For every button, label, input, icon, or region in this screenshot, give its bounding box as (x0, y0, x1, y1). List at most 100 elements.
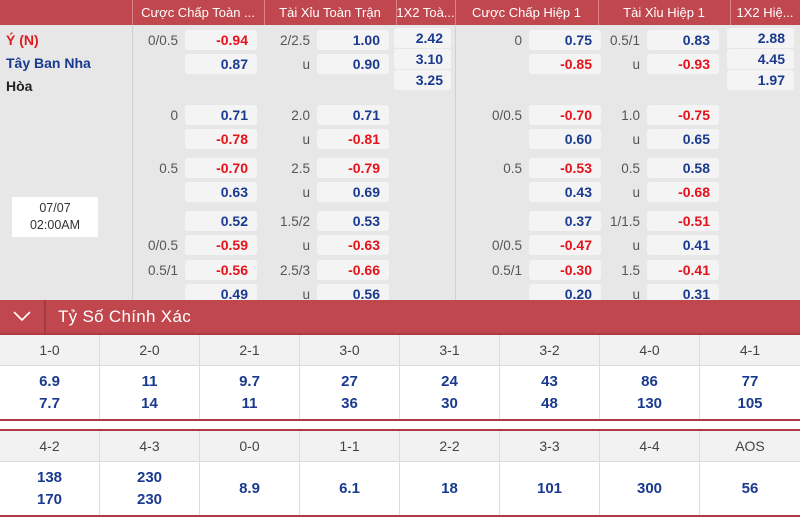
header-onextwo-full[interactable]: 1X2 Toà... (396, 0, 455, 25)
odd-under[interactable]: 0.56 (317, 284, 389, 304)
header-handicap-half[interactable]: Cược Chấp Hiệp 1 (455, 0, 598, 25)
odd-over[interactable]: -0.66 (317, 260, 389, 280)
odd-home[interactable]: 0.71 (185, 105, 257, 125)
score-odds-cell[interactable]: 8.9 (200, 462, 300, 515)
odds-home[interactable]: 27 (341, 372, 358, 390)
odd-away[interactable]: 0.87 (185, 54, 257, 74)
odd-home[interactable]: -0.70 (185, 158, 257, 178)
odd-away[interactable]: -0.85 (529, 54, 601, 74)
odd-over[interactable]: -0.79 (317, 158, 389, 178)
odd-home[interactable]: -0.70 (529, 105, 601, 125)
handicap-full-row-4: .0.52 0/0.5-0.59 (132, 209, 257, 257)
odds-home[interactable]: 77 (741, 372, 759, 390)
odd-under[interactable]: 0.41 (647, 235, 719, 255)
odds-draw[interactable]: 6.1 (339, 479, 360, 497)
header-overunder-full[interactable]: Tài Xỉu Toàn Trận (264, 0, 396, 25)
odd-over[interactable]: 0.71 (317, 105, 389, 125)
odd-over[interactable]: -0.41 (647, 260, 719, 280)
odd-under[interactable]: -0.63 (317, 235, 389, 255)
odd-under[interactable]: 0.65 (647, 129, 719, 149)
odd-under[interactable]: 0.90 (317, 54, 389, 74)
odds-home[interactable]: 9.7 (239, 372, 260, 390)
odds-home[interactable]: 43 (541, 372, 558, 390)
odds-away[interactable]: 14 (141, 394, 158, 412)
score-odds-cell[interactable]: 77 105 (700, 366, 800, 419)
score-label: 3-0 (300, 335, 400, 365)
header-handicap-full[interactable]: Cược Chấp Toàn ... (132, 0, 264, 25)
odd-under[interactable]: -0.68 (647, 182, 719, 202)
score-odds-cell[interactable]: 300 (600, 462, 700, 515)
odd-home[interactable]: 0.75 (529, 30, 601, 50)
score-odds-cell[interactable]: 56 (700, 462, 800, 515)
odds-home[interactable]: 24 (441, 372, 458, 390)
score-odds-cell[interactable]: 27 36 (300, 366, 400, 419)
odd-over[interactable]: -0.75 (647, 105, 719, 125)
score-odds-cell[interactable]: 230 230 (100, 462, 200, 515)
odds-home[interactable]: 6.9 (39, 372, 60, 390)
odds-away[interactable]: 105 (737, 394, 763, 412)
odd-away[interactable]: 0.60 (529, 129, 601, 149)
odd-1x2-home[interactable]: 2.42 (394, 28, 451, 48)
score-odds-cell[interactable]: 86 130 (600, 366, 700, 419)
odd-away[interactable]: 0.63 (185, 182, 257, 202)
odd-over[interactable]: -0.51 (647, 211, 719, 231)
odds-away[interactable]: 130 (636, 394, 663, 412)
odd-1x2-away[interactable]: 3.10 (394, 49, 451, 69)
odds-away[interactable]: 48 (541, 394, 558, 412)
odds-away[interactable]: 11 (241, 394, 258, 412)
odd-home[interactable]: -0.94 (185, 30, 257, 50)
odd-away[interactable]: -0.59 (185, 235, 257, 255)
score-odds-cell[interactable]: 24 30 (400, 366, 500, 419)
odd-home[interactable]: -0.53 (529, 158, 601, 178)
score-label-row: 4-2 4-3 0-0 1-1 2-2 3-3 4-4 AOS (0, 431, 800, 462)
odds-home[interactable]: 11 (141, 372, 158, 390)
score-odds-cell[interactable]: 138 170 (0, 462, 100, 515)
odds-aos[interactable]: 56 (741, 479, 759, 497)
odd-home[interactable]: -0.30 (529, 260, 601, 280)
odds-draw[interactable]: 101 (536, 479, 563, 497)
odd-home[interactable]: 0.37 (529, 211, 601, 231)
odds-draw[interactable]: 8.9 (239, 479, 260, 497)
odd-over[interactable]: 0.58 (647, 158, 719, 178)
header-overunder-half[interactable]: Tài Xỉu Hiệp 1 (598, 0, 730, 25)
odds-away[interactable]: 36 (341, 394, 358, 412)
odd-under[interactable]: 0.69 (317, 182, 389, 202)
header-spacer (0, 0, 132, 25)
odd-over[interactable]: 0.83 (647, 30, 719, 50)
odd-under[interactable]: 0.31 (647, 284, 719, 304)
odd-under[interactable]: -0.93 (647, 54, 719, 74)
score-odds-cell[interactable]: 18 (400, 462, 500, 515)
odd-home[interactable]: 0.52 (185, 211, 257, 231)
odds-away[interactable]: 30 (441, 394, 458, 412)
odd-away[interactable]: 0.49 (185, 284, 257, 304)
header-onextwo-half[interactable]: 1X2 Hiệ... (730, 0, 800, 25)
score-odds-cell[interactable]: 9.7 11 (200, 366, 300, 419)
chevron-down-icon[interactable] (0, 311, 44, 322)
odds-home[interactable]: 230 (136, 468, 163, 486)
odd-1x2-draw[interactable]: 3.25 (394, 70, 451, 90)
overunder-half-row-4: 1/1.5 -0.51 u 0.41 (594, 209, 719, 257)
score-odds-cell[interactable]: 6.9 7.7 (0, 366, 100, 419)
odd-home[interactable]: -0.56 (185, 260, 257, 280)
score-odds-cell[interactable]: 43 48 (500, 366, 600, 419)
odd-over[interactable]: 1.00 (317, 30, 389, 50)
odds-away[interactable]: 7.7 (39, 394, 60, 412)
correct-score-section-bar[interactable]: Tỷ Số Chính Xác (0, 300, 800, 333)
odd-away[interactable]: 0.43 (529, 182, 601, 202)
odd-over[interactable]: 0.53 (317, 211, 389, 231)
odd-1x2-home[interactable]: 2.88 (727, 28, 794, 48)
odd-1x2-away[interactable]: 4.45 (727, 49, 794, 69)
odd-under[interactable]: -0.81 (317, 129, 389, 149)
odds-home[interactable]: 138 (36, 468, 63, 486)
odd-away[interactable]: 0.20 (529, 284, 601, 304)
odd-1x2-draw[interactable]: 1.97 (727, 70, 794, 90)
score-odds-cell[interactable]: 6.1 (300, 462, 400, 515)
odd-away[interactable]: -0.47 (529, 235, 601, 255)
odd-away[interactable]: -0.78 (185, 129, 257, 149)
score-odds-cell[interactable]: 11 14 (100, 366, 200, 419)
odds-home[interactable]: 86 (641, 372, 658, 390)
odds-draw[interactable]: 18 (441, 479, 458, 497)
score-odds-cell[interactable]: 101 (500, 462, 600, 515)
odds-draw[interactable]: 300 (636, 479, 663, 497)
correct-score-block-2: 4-2 4-3 0-0 1-1 2-2 3-3 4-4 AOS 138 170 2… (0, 429, 800, 517)
